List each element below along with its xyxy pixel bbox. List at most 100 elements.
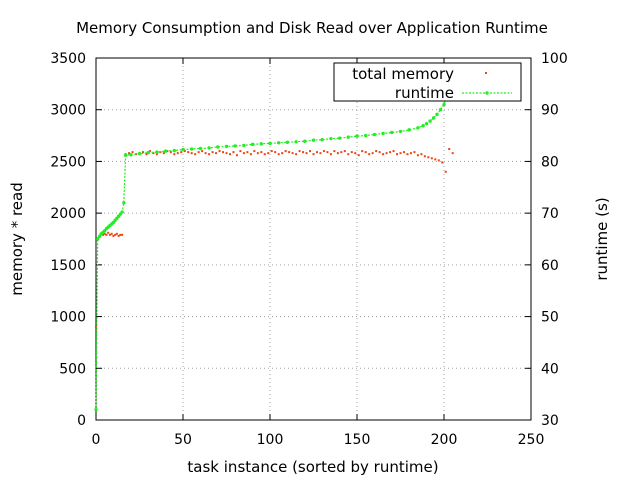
data-point-total-memory xyxy=(194,153,197,156)
data-point-total-memory xyxy=(309,150,312,153)
data-point-runtime xyxy=(120,210,124,214)
y2-axis-title: runtime (s) xyxy=(593,197,611,280)
data-point-total-memory xyxy=(277,153,280,156)
data-point-runtime xyxy=(250,142,255,147)
data-point-total-memory xyxy=(448,148,451,151)
series-total-memory xyxy=(95,148,454,328)
legend-swatch-total-memory xyxy=(485,72,487,74)
legend-label-total-memory: total memory xyxy=(352,65,454,83)
data-point-total-memory xyxy=(155,153,158,156)
data-point-total-memory xyxy=(256,152,259,155)
data-point-runtime xyxy=(424,121,429,126)
data-point-runtime xyxy=(337,136,342,140)
data-point-total-memory xyxy=(190,152,193,155)
x-axis-title: task instance (sorted by runtime) xyxy=(187,458,438,476)
data-point-total-memory xyxy=(215,152,218,155)
chart-title: Memory Consumption and Disk Read over Ap… xyxy=(76,19,548,37)
data-point-total-memory xyxy=(145,153,148,156)
data-point-total-memory xyxy=(128,152,131,155)
data-point-total-memory xyxy=(340,151,343,154)
x-tick-label: 50 xyxy=(174,432,192,448)
data-point-runtime xyxy=(190,147,194,151)
data-point-total-memory xyxy=(357,154,360,157)
y2-tick-label: 100 xyxy=(541,51,568,67)
y2-tick-label: 80 xyxy=(541,154,559,170)
y2-tick-label: 40 xyxy=(541,361,559,377)
data-point-total-memory xyxy=(197,151,200,154)
x-tick-label: 0 xyxy=(92,432,101,448)
data-point-runtime xyxy=(242,143,246,148)
data-point-total-memory xyxy=(382,153,385,156)
data-point-runtime xyxy=(122,201,126,205)
legend-box xyxy=(333,62,522,102)
data-point-total-memory xyxy=(375,150,378,153)
data-point-runtime xyxy=(346,135,350,139)
data-point-total-memory xyxy=(180,151,183,154)
data-point-total-memory xyxy=(121,233,124,236)
data-point-total-memory xyxy=(402,151,405,154)
data-point-total-memory xyxy=(451,152,454,155)
data-point-total-memory xyxy=(242,152,245,155)
data-point-total-memory xyxy=(319,152,322,155)
data-point-total-memory xyxy=(354,152,357,155)
data-point-runtime xyxy=(216,145,220,149)
data-point-total-memory xyxy=(444,170,447,173)
data-point-runtime xyxy=(96,237,100,241)
data-point-total-memory xyxy=(274,151,277,154)
data-point-total-memory xyxy=(329,153,332,156)
data-point-total-memory xyxy=(253,150,256,153)
data-point-total-memory xyxy=(361,150,364,153)
data-point-runtime xyxy=(155,150,159,154)
data-point-runtime xyxy=(294,140,298,144)
data-point-total-memory xyxy=(326,151,329,154)
data-point-total-memory xyxy=(333,150,336,153)
data-point-runtime xyxy=(123,153,128,157)
grid xyxy=(96,58,531,420)
series-line-runtime xyxy=(95,83,452,410)
data-point-runtime xyxy=(435,112,439,117)
data-point-runtime xyxy=(146,150,150,155)
data-point-runtime xyxy=(381,131,385,136)
data-point-runtime xyxy=(303,139,307,143)
data-point-total-memory xyxy=(420,153,423,156)
data-point-total-memory xyxy=(399,152,402,155)
y2-tick-label: 60 xyxy=(541,258,559,274)
data-point-total-memory xyxy=(152,152,155,155)
data-point-runtime xyxy=(268,141,272,146)
x-tick-label: 100 xyxy=(257,432,284,448)
data-point-total-memory xyxy=(288,151,291,154)
data-point-runtime xyxy=(442,102,446,107)
data-point-total-memory xyxy=(208,153,211,156)
data-point-total-memory xyxy=(302,151,305,154)
data-point-total-memory xyxy=(176,152,179,155)
data-point-total-memory xyxy=(119,233,122,236)
data-point-total-memory xyxy=(389,151,392,154)
data-point-total-memory xyxy=(117,234,120,237)
data-point-total-memory xyxy=(112,234,115,237)
data-point-total-memory xyxy=(267,152,270,155)
data-point-total-memory xyxy=(284,150,287,153)
data-point-total-memory xyxy=(368,153,371,156)
data-point-total-memory xyxy=(105,233,108,236)
data-point-total-memory xyxy=(298,150,301,153)
y-tick-label: 3000 xyxy=(50,103,86,119)
data-point-runtime xyxy=(233,144,237,148)
data-point-total-memory xyxy=(211,151,214,154)
data-point-total-memory xyxy=(239,150,242,153)
data-point-total-memory xyxy=(141,151,144,154)
y-tick-label: 500 xyxy=(59,361,86,377)
data-point-total-memory xyxy=(427,156,430,159)
data-point-total-memory xyxy=(392,150,395,153)
data-point-runtime xyxy=(198,146,203,151)
data-point-runtime xyxy=(163,149,168,153)
data-point-total-memory xyxy=(246,151,249,154)
y-tick-label: 1000 xyxy=(50,310,86,326)
data-point-total-memory xyxy=(114,233,117,236)
data-point-total-memory xyxy=(263,153,266,156)
series-runtime xyxy=(94,82,453,412)
data-point-runtime xyxy=(94,407,98,412)
data-point-total-memory xyxy=(162,152,165,155)
y2-tick-label: 90 xyxy=(541,103,559,119)
y-tick-label: 1500 xyxy=(50,258,86,274)
data-point-total-memory xyxy=(396,153,399,156)
